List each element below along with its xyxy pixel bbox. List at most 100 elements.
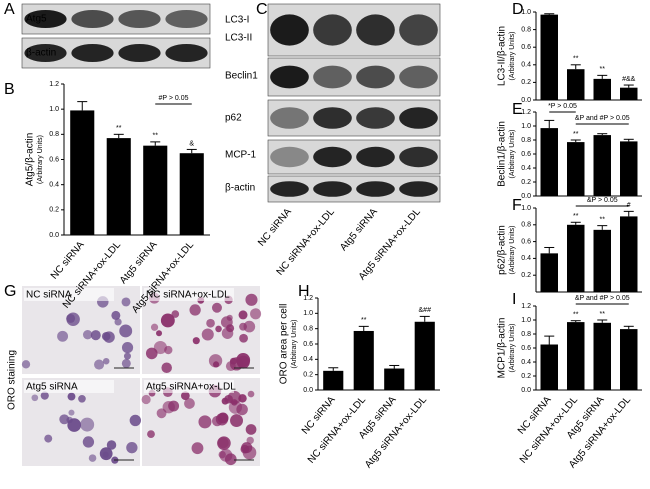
y-tick-label: 0.6 (303, 341, 313, 348)
cell (88, 454, 97, 462)
significance: #&& (622, 76, 636, 83)
panel-letter: E (512, 101, 523, 118)
cell (123, 352, 131, 360)
blot-band (313, 14, 352, 46)
significance: ** (600, 311, 606, 318)
blot-band (71, 44, 114, 62)
bar (620, 87, 638, 100)
y-tick-label: 1.0 (49, 106, 59, 113)
cell (156, 330, 163, 337)
cell (243, 320, 256, 333)
cell (94, 359, 105, 370)
y-tick-label: 0.4 (521, 255, 531, 262)
y-tick-label: 1.0 (521, 9, 531, 16)
cell (247, 390, 255, 398)
cell (129, 414, 142, 427)
cell (198, 415, 212, 429)
y-tick-label: 0.8 (521, 222, 531, 229)
y-tick-label: 0.6 (521, 44, 531, 51)
y-tick-label: 0.2 (521, 79, 531, 86)
y-tick-label: 1.0 (303, 310, 313, 317)
significance: ** (573, 56, 579, 63)
blot-band (313, 65, 352, 89)
stat-note: &P > 0.05 (587, 197, 618, 204)
cell (114, 318, 122, 326)
cell (231, 399, 238, 406)
cell (211, 302, 222, 313)
y-tick-label: 0.4 (521, 165, 531, 172)
cell (224, 453, 237, 466)
y-tick-label: 0.8 (49, 131, 59, 138)
y-tick-label: 0.8 (303, 326, 313, 333)
bar (567, 224, 585, 292)
y-axis-unit: (Arbitrary Units) (37, 135, 44, 184)
cell (168, 400, 180, 412)
cell (184, 398, 195, 409)
blot-label: Atg5 (26, 14, 47, 25)
blot-band (270, 107, 309, 129)
stat-note: #P > 0.05 (158, 95, 188, 102)
cell (215, 325, 222, 333)
cell (239, 333, 248, 343)
cell (90, 330, 101, 341)
cell (242, 445, 257, 460)
blot-label: Beclin1 (225, 71, 258, 82)
blot-label: p62 (225, 113, 242, 124)
y-tick-label: 1.2 (521, 109, 531, 116)
micrograph-label: NC siRNA+ox-LDL (146, 290, 230, 301)
cell (126, 442, 138, 454)
y-tick-label: 0.6 (49, 156, 59, 163)
blot-band (270, 14, 309, 46)
y-axis-label: Atg5/β-actin (25, 133, 36, 187)
blot-band (165, 10, 208, 28)
side-label: ORO staining (7, 350, 18, 410)
label-bg (24, 380, 114, 393)
y-tick-label: 0.2 (49, 207, 59, 214)
panel-letter: I (512, 291, 516, 308)
y-tick-label: 0.0 (521, 97, 531, 104)
y-tick-label: 0.0 (521, 193, 531, 200)
y-axis-label: ORO area per cell (279, 304, 290, 385)
cell (21, 360, 31, 369)
bar (567, 69, 585, 100)
y-tick-label: 0.0 (303, 387, 313, 394)
blot-band (24, 44, 67, 62)
cell (189, 304, 201, 316)
label-bg (24, 288, 114, 301)
blot-label: LC3-II (225, 33, 252, 44)
cell (160, 313, 175, 328)
blot-label: MCP-1 (225, 150, 257, 161)
cell (67, 418, 82, 432)
blot-band (399, 14, 438, 46)
significance: ** (573, 312, 579, 319)
cell (82, 329, 93, 340)
bar (593, 135, 611, 196)
bar (353, 330, 374, 390)
y-tick-label: 1.0 (521, 205, 531, 212)
cell (245, 424, 257, 435)
label-bg (144, 288, 234, 301)
blot-band (118, 10, 161, 28)
y-tick-label: 1.2 (49, 81, 59, 88)
bar (620, 329, 638, 390)
micrograph-label: NC siRNA (26, 290, 72, 301)
cell (161, 362, 172, 374)
cell (250, 308, 262, 320)
cell (201, 328, 214, 341)
panel-letter: C (256, 1, 268, 18)
cell (68, 409, 75, 416)
cell (80, 417, 95, 432)
panel-letter: A (4, 1, 15, 18)
bar (323, 370, 344, 390)
blot-band (356, 181, 395, 197)
stat-note: &P and #P > 0.05 (575, 295, 630, 302)
blot-band (399, 146, 438, 168)
cell (229, 357, 244, 371)
y-tick-label: 0.2 (521, 373, 531, 380)
bar (593, 229, 611, 292)
significance: ** (600, 216, 606, 223)
cell (147, 430, 155, 439)
blot-label: β-actin (26, 48, 56, 59)
cell (220, 316, 233, 329)
